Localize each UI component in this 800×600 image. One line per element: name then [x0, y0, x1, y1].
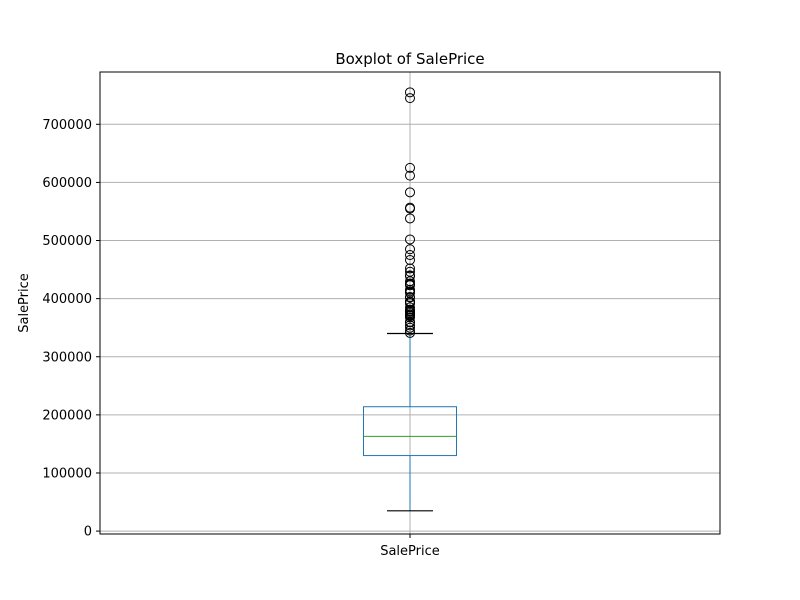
outlier-point — [405, 322, 415, 333]
outlier-point — [405, 292, 415, 303]
outlier-point — [405, 280, 415, 291]
outlier-point — [405, 162, 415, 173]
outlier-point — [405, 312, 415, 323]
y-tick-label: 0 — [84, 525, 92, 540]
outlier-point — [405, 263, 415, 274]
x-axis-ticks: SalePrice — [380, 534, 440, 559]
y-axis-ticks: 0 100000 200000 300000 400000 500000 600000 700… — [42, 118, 100, 540]
outlier-point — [405, 234, 415, 245]
x-tick-label: SalePrice — [380, 544, 440, 559]
outlier-point — [405, 320, 415, 331]
outlier-point — [405, 244, 415, 255]
outlier-point — [405, 93, 415, 104]
iqr-box — [363, 406, 457, 457]
outlier-point — [405, 325, 415, 336]
y-tick-label: 700000 — [42, 118, 92, 133]
outlier-point — [405, 254, 415, 265]
outlier-point — [405, 187, 415, 198]
y-tick-label: 500000 — [42, 234, 92, 249]
outlier-point — [405, 213, 415, 224]
box-plot — [363, 332, 457, 512]
y-axis-label: SalePrice — [17, 273, 32, 333]
outlier-point — [405, 317, 415, 328]
y-tick-label: 100000 — [42, 466, 92, 481]
outlier-points — [405, 87, 415, 338]
outlier-point — [405, 250, 415, 261]
y-tick-label: 300000 — [42, 350, 92, 365]
y-tick-label: 600000 — [42, 176, 92, 191]
outlier-point — [405, 327, 415, 338]
y-tick-label: 400000 — [42, 292, 92, 307]
outlier-point — [405, 203, 415, 214]
chart-title: Boxplot of SalePrice — [335, 50, 484, 68]
outlier-point — [405, 87, 415, 98]
y-tick-label: 200000 — [42, 408, 92, 423]
outlier-point — [405, 170, 415, 181]
outlier-point — [405, 298, 415, 309]
